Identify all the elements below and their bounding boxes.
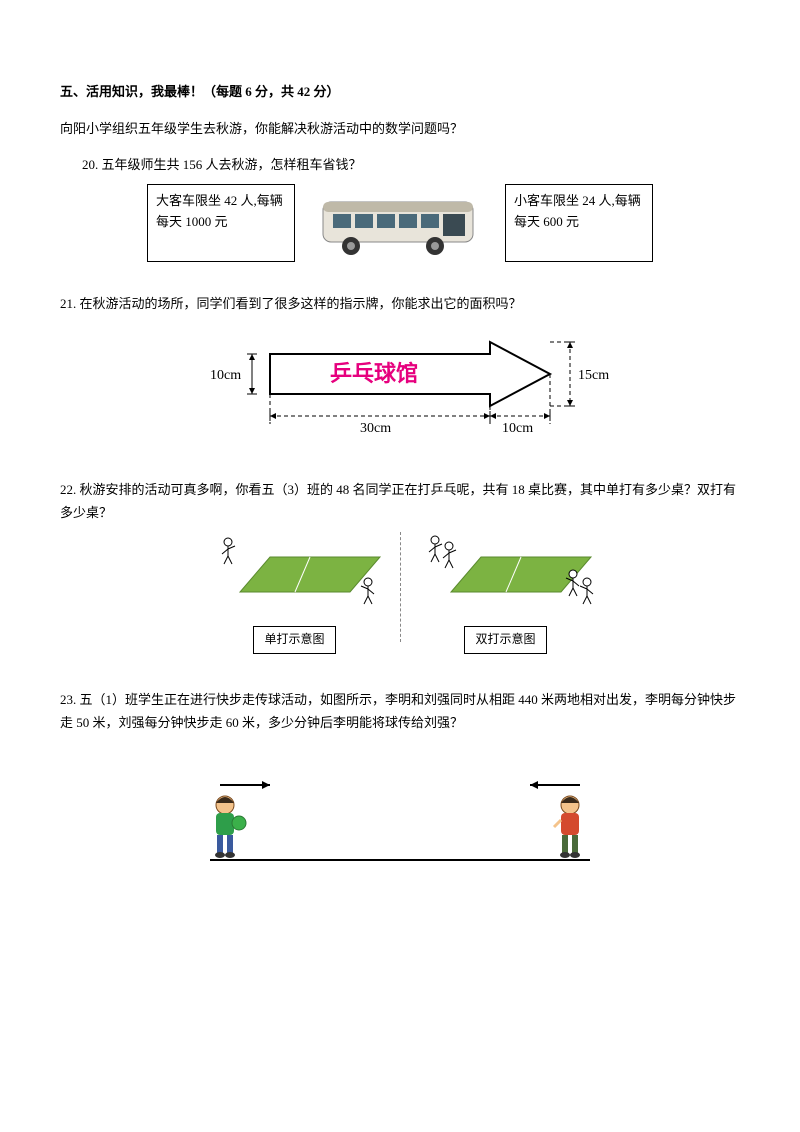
- q21-text: 21. 在秋游活动的场所，同学们看到了很多这样的指示牌，你能求出它的面积吗？: [60, 292, 740, 315]
- dim-right: 15cm: [578, 368, 609, 383]
- dim-tri-base: 10cm: [502, 421, 533, 436]
- kids-line-icon: [190, 765, 610, 875]
- q20-text: 20. 五年级师生共 156 人去秋游，怎样租车省钱？: [82, 153, 740, 176]
- kid-left-icon: [215, 796, 246, 858]
- singles-label: 单打示意图: [253, 626, 335, 654]
- q22-text: 22. 秋游安排的活动可真多啊，你看五（3）班的 48 名同学正在打乒乓呢，共有…: [60, 478, 740, 525]
- q23-figure: [60, 765, 740, 875]
- doubles-label: 双打示意图: [464, 626, 546, 654]
- section-intro: 向阳小学组织五年级学生去秋游，你能解决秋游活动中的数学问题吗？: [60, 117, 740, 140]
- doubles-table-icon: [411, 532, 601, 622]
- section-title: 五、活用知识，我最棒！（每题 6 分，共 42 分）: [60, 80, 740, 103]
- divider: [400, 532, 401, 642]
- dim-left: 10cm: [210, 368, 241, 383]
- dim-bottom: 30cm: [360, 421, 391, 436]
- sign-label: 乒乓球馆: [330, 361, 418, 386]
- singles-table-icon: [200, 532, 390, 622]
- singles-block: 单打示意图: [200, 532, 390, 654]
- q21-figure: 10cm 乒乓球馆 15cm 30cm 10cm: [60, 324, 740, 444]
- q23-text: 23. 五（1）班学生正在进行快步走传球活动，如图所示，李明和刘强同时从相距 4…: [60, 688, 740, 735]
- q22-figure: 单打示意图: [60, 532, 740, 654]
- q20-figure: 大客车限坐 42 人,每辆每天 1000 元 小客车限坐 24 人,每辆每天 6…: [60, 184, 740, 262]
- doubles-block: 双打示意图: [411, 532, 601, 654]
- small-bus-box: 小客车限坐 24 人,每辆每天 600 元: [505, 184, 653, 262]
- bus-icon: [315, 184, 485, 262]
- kid-right-icon: [554, 796, 580, 858]
- arrow-sign-icon: 10cm 乒乓球馆 15cm 30cm 10cm: [190, 324, 610, 444]
- big-bus-box: 大客车限坐 42 人,每辆每天 1000 元: [147, 184, 295, 262]
